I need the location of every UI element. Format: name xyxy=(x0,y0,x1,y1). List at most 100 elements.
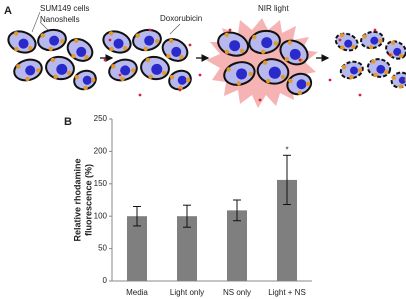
cell xyxy=(108,58,138,82)
nucleus xyxy=(296,79,307,90)
nanoshell xyxy=(357,68,363,73)
doxorubicin xyxy=(358,93,362,97)
nanoshell xyxy=(135,33,140,38)
nanoshell xyxy=(341,64,347,70)
error-bar xyxy=(283,154,291,206)
nanoshell xyxy=(27,45,33,51)
bar xyxy=(227,210,247,281)
nanoshell xyxy=(236,81,242,86)
nanoshell xyxy=(368,44,374,50)
error-bar xyxy=(183,204,191,228)
nanoshell xyxy=(262,60,268,65)
cell xyxy=(256,58,290,85)
nanoshell xyxy=(362,34,367,39)
nanoshell xyxy=(90,77,96,83)
nanoshell xyxy=(74,74,80,80)
nucleus xyxy=(18,38,29,49)
cell xyxy=(102,30,132,54)
nanoshell xyxy=(131,68,136,73)
label: SUM149 cells xyxy=(40,4,89,13)
nucleus xyxy=(229,40,241,52)
x-tick-label: Media xyxy=(126,288,148,297)
nanoshell xyxy=(179,54,184,60)
nanoshell xyxy=(48,46,53,52)
doxorubicin xyxy=(258,98,262,102)
cell xyxy=(66,38,94,62)
nanoshell xyxy=(169,38,174,44)
nucleus xyxy=(171,46,182,57)
nanoshell xyxy=(120,76,125,82)
nucleus xyxy=(376,64,386,74)
nanoshell xyxy=(59,39,65,44)
error-bar xyxy=(233,199,241,222)
nanoshell xyxy=(373,72,378,78)
nanoshell xyxy=(390,40,396,45)
y-tick-label: 200 xyxy=(94,147,108,156)
cell xyxy=(366,58,392,78)
nanoshell xyxy=(248,71,253,77)
doxorubicin xyxy=(118,73,122,77)
nanoshell xyxy=(40,33,45,38)
nanoshell xyxy=(224,32,229,37)
cell xyxy=(334,32,359,52)
annotation: * xyxy=(285,145,288,154)
y-axis-label: Relative rhodamine xyxy=(72,158,82,241)
nanoshell xyxy=(71,53,76,59)
cell xyxy=(37,28,67,52)
panel-label: A xyxy=(4,5,12,17)
nucleus xyxy=(370,36,379,45)
x-tick-label: Light + NS xyxy=(268,288,306,297)
nanoshell xyxy=(185,77,191,83)
nucleus xyxy=(49,35,60,46)
nanoshell xyxy=(53,74,58,79)
label: Doxorubicin xyxy=(160,14,202,23)
nanoshell xyxy=(145,57,151,63)
doxorubicin xyxy=(198,73,202,77)
nanoshell xyxy=(340,45,345,50)
cell xyxy=(161,38,189,62)
label: Nanoshells xyxy=(40,15,80,24)
label: NIR light xyxy=(258,4,289,13)
nucleus xyxy=(344,39,353,48)
nucleus xyxy=(144,35,155,46)
nanoshell xyxy=(13,31,19,36)
nanoshell xyxy=(109,46,114,52)
nanoshell xyxy=(391,75,397,80)
nanoshell xyxy=(252,34,257,40)
nanoshell xyxy=(239,48,245,54)
nucleus xyxy=(177,75,187,85)
nanoshell xyxy=(161,70,167,76)
cell xyxy=(248,29,281,55)
nucleus xyxy=(25,65,36,76)
doxorubicin xyxy=(298,58,302,62)
nanoshell xyxy=(284,56,290,62)
nanoshell xyxy=(122,45,128,51)
cell xyxy=(73,69,97,91)
doxorubicin xyxy=(328,78,332,82)
nanoshell xyxy=(154,39,160,44)
doxorubicin xyxy=(388,53,392,57)
nucleus xyxy=(120,65,131,76)
nanoshell xyxy=(260,49,266,54)
cell xyxy=(7,30,37,54)
x-tick-label: NS only xyxy=(223,288,251,297)
nanoshell xyxy=(398,84,403,89)
cell xyxy=(45,55,75,81)
nanoshell xyxy=(108,31,114,36)
pointer xyxy=(169,23,181,35)
error-bar xyxy=(133,205,141,227)
nanoshell xyxy=(84,54,89,60)
nucleus xyxy=(82,75,92,85)
y-tick-label: 100 xyxy=(94,211,108,220)
doxorubicin xyxy=(228,28,232,32)
nanoshell xyxy=(273,41,278,46)
cell xyxy=(132,28,162,52)
nucleus xyxy=(393,47,402,56)
cell xyxy=(339,60,364,80)
nanoshell xyxy=(339,32,345,38)
nanoshell xyxy=(349,74,354,80)
bar xyxy=(127,216,147,281)
doxorubicin xyxy=(338,38,342,42)
panel-label: B xyxy=(64,116,72,128)
cell xyxy=(385,40,406,60)
